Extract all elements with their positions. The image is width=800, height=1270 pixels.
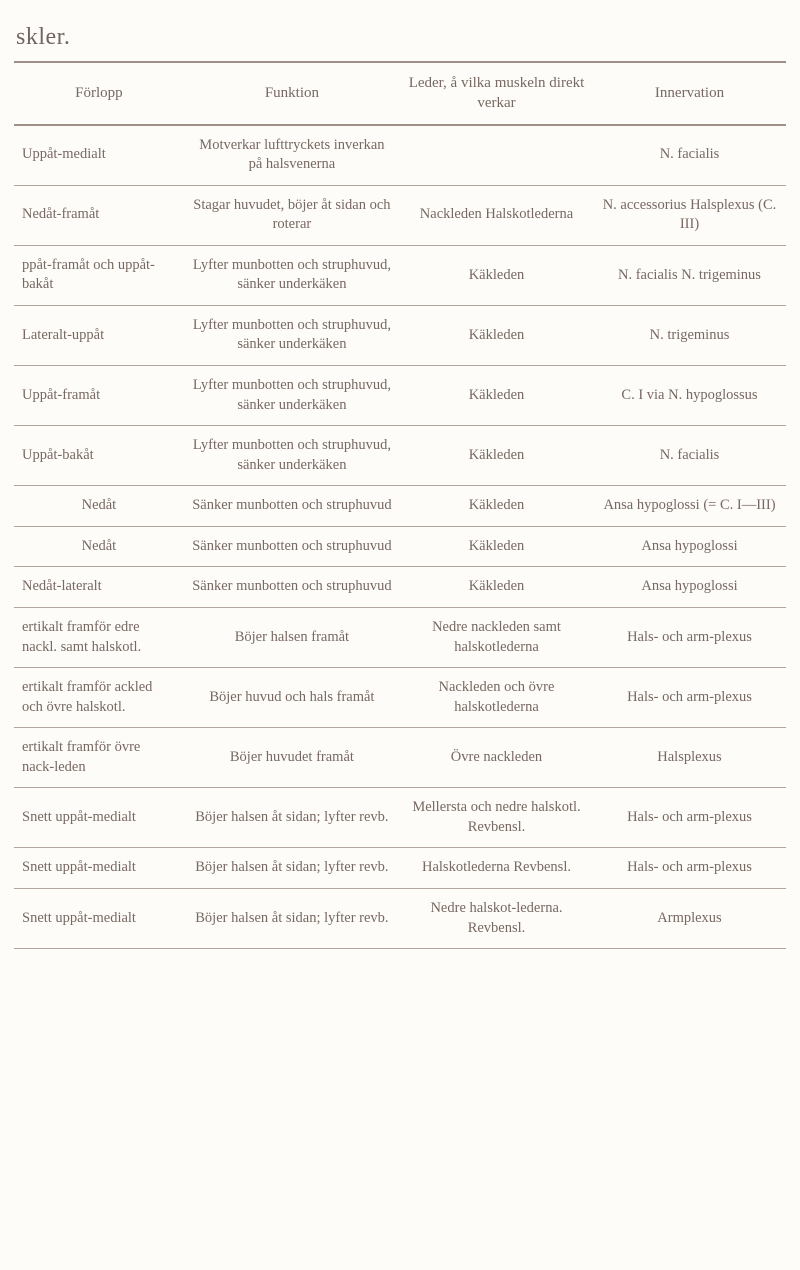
cell: Nackleden och övre halskotlederna	[400, 668, 593, 728]
muscle-table: Förlopp Funktion Leder, å vilka muskeln …	[14, 61, 786, 949]
table-row: ertikalt framför ackled och övre halskot…	[14, 668, 786, 728]
cell: Uppåt-medialt	[14, 125, 184, 186]
col-header-forlopp: Förlopp	[14, 62, 184, 125]
table-row: ertikalt framför edre nackl. samt halsko…	[14, 607, 786, 667]
cell: Käkleden	[400, 245, 593, 305]
cell: Snett uppåt-medialt	[14, 889, 184, 949]
cell: N. accessorius Halsplexus (C. III)	[593, 185, 786, 245]
cell: Nedåt-lateralt	[14, 567, 184, 608]
table-row: ertikalt framför övre nack-leden Böjer h…	[14, 728, 786, 788]
cell: Snett uppåt-medialt	[14, 848, 184, 889]
cell: Sänker munbotten och struphuvud	[184, 567, 400, 608]
table-row: Uppåt-bakåt Lyfter munbotten och struphu…	[14, 426, 786, 486]
cell: ertikalt framför övre nack-leden	[14, 728, 184, 788]
cell: Lyfter munbotten och struphuvud, sänker …	[184, 305, 400, 365]
cell: Ansa hypoglossi	[593, 567, 786, 608]
cell: Käkleden	[400, 526, 593, 567]
cell: N. facialis N. trigeminus	[593, 245, 786, 305]
cell: Böjer halsen åt sidan; lyfter revb.	[184, 848, 400, 889]
cell: Lateralt-uppåt	[14, 305, 184, 365]
cell: N. facialis	[593, 125, 786, 186]
table-row: Nedåt-framåt Stagar huvudet, böjer åt si…	[14, 185, 786, 245]
cell: Halskotlederna Revbensl.	[400, 848, 593, 889]
cell: Nedre nackleden samt halskotlederna	[400, 607, 593, 667]
cell: Lyfter munbotten och struphuvud, sänker …	[184, 245, 400, 305]
cell: Böjer halsen framåt	[184, 607, 400, 667]
table-row: Uppåt-medialt Motverkar lufttryckets inv…	[14, 125, 786, 186]
cell: Nedåt	[14, 526, 184, 567]
cell	[400, 125, 593, 186]
cell: Mellersta och nedre halskotl. Revbensl.	[400, 788, 593, 848]
table-row: Uppåt-framåt Lyfter munbotten och struph…	[14, 366, 786, 426]
col-header-innervation: Innervation	[593, 62, 786, 125]
table-row: Snett uppåt-medialt Böjer halsen åt sida…	[14, 889, 786, 949]
cell: Käkleden	[400, 366, 593, 426]
cell: Nedre halskot-lederna. Revbensl.	[400, 889, 593, 949]
cell: Hals- och arm-plexus	[593, 848, 786, 889]
cell: Ansa hypoglossi (= C. I—III)	[593, 486, 786, 527]
cell: C. I via N. hypoglossus	[593, 366, 786, 426]
col-header-funktion: Funktion	[184, 62, 400, 125]
cell: Sänker munbotten och struphuvud	[184, 486, 400, 527]
table-row: Nedåt Sänker munbotten och struphuvud Kä…	[14, 486, 786, 527]
cell: Nedåt-framåt	[14, 185, 184, 245]
cell: ertikalt framför edre nackl. samt halsko…	[14, 607, 184, 667]
cell: N. facialis	[593, 426, 786, 486]
table-row: Snett uppåt-medialt Böjer halsen åt sida…	[14, 788, 786, 848]
table-row: Nedåt Sänker munbotten och struphuvud Kä…	[14, 526, 786, 567]
cell: Käkleden	[400, 305, 593, 365]
table-row: Snett uppåt-medialt Böjer halsen åt sida…	[14, 848, 786, 889]
cell: Hals- och arm-plexus	[593, 668, 786, 728]
cell: Stagar huvudet, böjer åt sidan och roter…	[184, 185, 400, 245]
cell: Käkleden	[400, 567, 593, 608]
cell: Ansa hypoglossi	[593, 526, 786, 567]
table-body: Uppåt-medialt Motverkar lufttryckets inv…	[14, 125, 786, 949]
cell: Armplexus	[593, 889, 786, 949]
cell: ertikalt framför ackled och övre halskot…	[14, 668, 184, 728]
cell: Nedåt	[14, 486, 184, 527]
page-title: skler.	[16, 24, 786, 51]
cell: Uppåt-bakåt	[14, 426, 184, 486]
cell: Hals- och arm-plexus	[593, 607, 786, 667]
col-header-leder: Leder, å vilka muskeln direkt verkar	[400, 62, 593, 125]
cell: Hals- och arm-plexus	[593, 788, 786, 848]
cell: Böjer huvud och hals framåt	[184, 668, 400, 728]
cell: Motverkar lufttryckets inverkan på halsv…	[184, 125, 400, 186]
table-row: Lateralt-uppåt Lyfter munbotten och stru…	[14, 305, 786, 365]
cell: Böjer halsen åt sidan; lyfter revb.	[184, 788, 400, 848]
cell: N. trigeminus	[593, 305, 786, 365]
cell: Käkleden	[400, 486, 593, 527]
cell: Lyfter munbotten och struphuvud, sänker …	[184, 426, 400, 486]
cell: Böjer huvudet framåt	[184, 728, 400, 788]
cell: Halsplexus	[593, 728, 786, 788]
table-row: Nedåt-lateralt Sänker munbotten och stru…	[14, 567, 786, 608]
table-row: ppåt-framåt och uppåt-bakåt Lyfter munbo…	[14, 245, 786, 305]
cell: Snett uppåt-medialt	[14, 788, 184, 848]
cell: ppåt-framåt och uppåt-bakåt	[14, 245, 184, 305]
cell: Böjer halsen åt sidan; lyfter revb.	[184, 889, 400, 949]
cell: Sänker munbotten och struphuvud	[184, 526, 400, 567]
cell: Övre nackleden	[400, 728, 593, 788]
cell: Nackleden Halskotlederna	[400, 185, 593, 245]
cell: Uppåt-framåt	[14, 366, 184, 426]
cell: Käkleden	[400, 426, 593, 486]
cell: Lyfter munbotten och struphuvud, sänker …	[184, 366, 400, 426]
